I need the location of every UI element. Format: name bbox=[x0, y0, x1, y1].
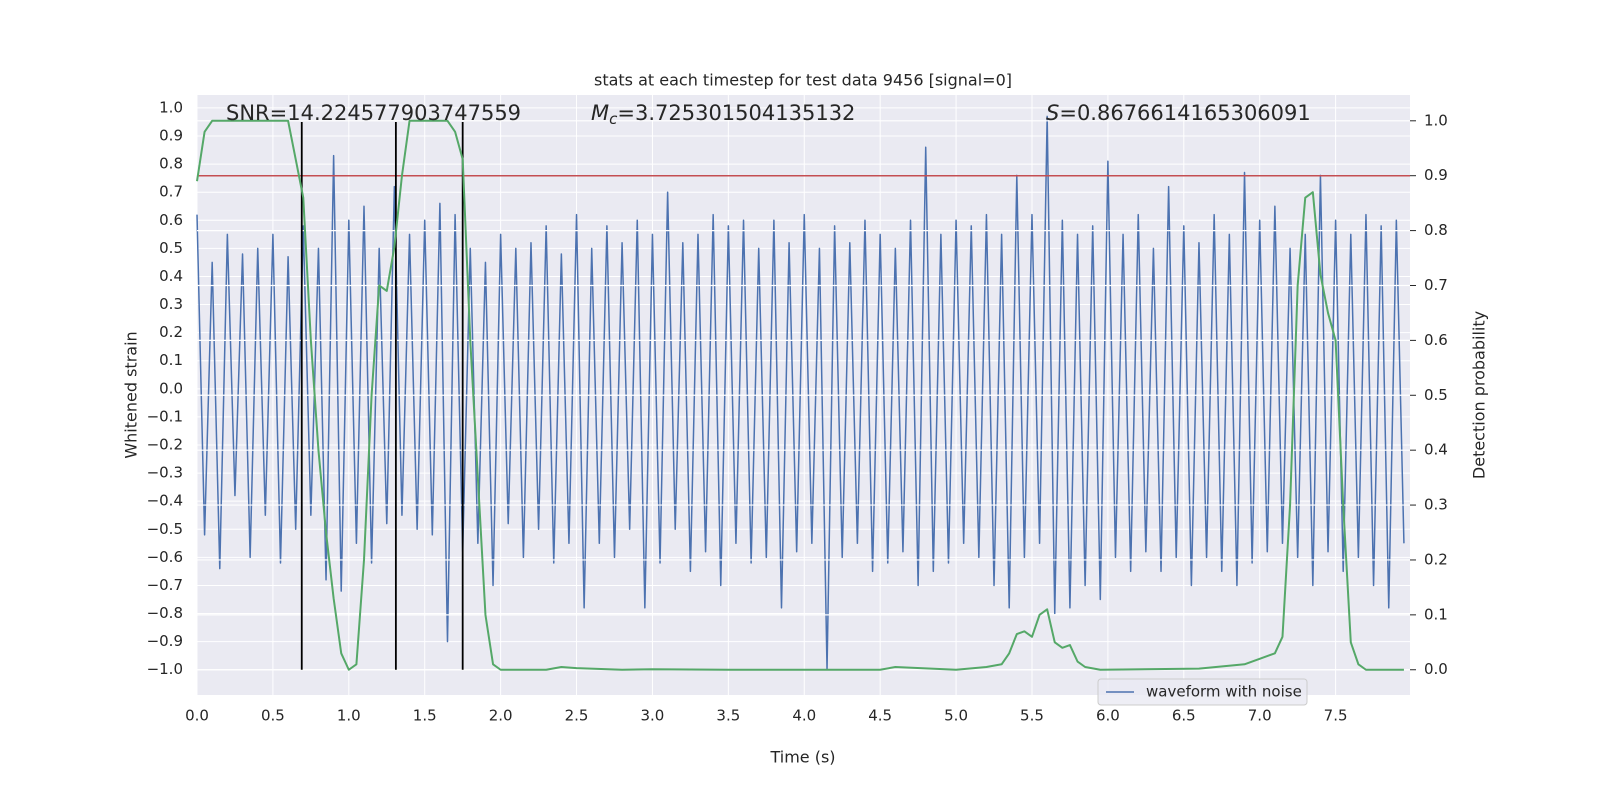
x-axis-label: Time (s) bbox=[769, 748, 835, 767]
y2-tick-label: 0.8 bbox=[1424, 221, 1448, 239]
x-tick-label: 1.5 bbox=[413, 707, 437, 725]
annotation: S=0.8676614165306091 bbox=[1046, 101, 1311, 125]
y-tick-label: −0.3 bbox=[147, 464, 183, 482]
x-tick-label: 3.0 bbox=[641, 707, 665, 725]
annotation: Mc=3.725301504135132 bbox=[591, 101, 855, 128]
annotation-text: =0.8676614165306091 bbox=[1059, 101, 1310, 125]
x-tick-label: 5.5 bbox=[1020, 707, 1044, 725]
annotation-text: =3.725301504135132 bbox=[617, 101, 855, 125]
y-tick-label: 1.0 bbox=[159, 98, 183, 116]
x-tick-label: 3.5 bbox=[716, 707, 740, 725]
y-tick-label: 0.5 bbox=[159, 239, 183, 257]
y-tick-label: −0.1 bbox=[147, 407, 183, 425]
y-tick-label: 0.7 bbox=[159, 183, 183, 201]
y-tick-label: 0.1 bbox=[159, 351, 183, 369]
series-line bbox=[196, 119, 1404, 671]
legend-box bbox=[1097, 678, 1308, 706]
y2-tick-label: 0.9 bbox=[1424, 166, 1448, 184]
y-tick-label: −1.0 bbox=[147, 660, 183, 678]
x-tick-label: 2.5 bbox=[565, 707, 589, 725]
x-tick-label: 5.0 bbox=[944, 707, 968, 725]
y-tick-label: −0.8 bbox=[147, 604, 183, 622]
y2-axis-label: Detection probability bbox=[1470, 311, 1489, 479]
x-tick-label: 0.0 bbox=[185, 707, 209, 725]
y-axis-label: Whitened strain bbox=[122, 331, 141, 458]
y-tick-label: −0.2 bbox=[147, 436, 183, 454]
x-tick-label: 7.5 bbox=[1324, 707, 1348, 725]
y-tick-label: 0.8 bbox=[159, 155, 183, 173]
y2-tick-label: 0.1 bbox=[1424, 605, 1448, 623]
y2-tick-label: 0.4 bbox=[1424, 441, 1448, 459]
legend-label: waveform with noise bbox=[1146, 683, 1302, 701]
y2-tick-label: 0.6 bbox=[1424, 331, 1448, 349]
y-tick-label: 0.3 bbox=[159, 295, 183, 313]
y-tick-label: 0.6 bbox=[159, 211, 183, 229]
series-line bbox=[196, 115, 1405, 671]
annotation: SNR=14.224577903747559 bbox=[226, 101, 521, 125]
chart-title: stats at each timestep for test data 945… bbox=[594, 71, 1012, 90]
x-tick-label: 2.0 bbox=[489, 707, 513, 725]
y2-tick-label: 0.5 bbox=[1424, 386, 1448, 404]
y-tick-label: 0.9 bbox=[159, 127, 183, 145]
y-tick-label: −0.9 bbox=[147, 632, 183, 650]
y-tick-label: −0.7 bbox=[147, 576, 183, 594]
y2-tick-label: 0.3 bbox=[1424, 496, 1448, 514]
y-tick-label: −0.5 bbox=[147, 520, 183, 538]
x-tick-label: 1.0 bbox=[337, 707, 361, 725]
x-tick-label: 4.5 bbox=[868, 707, 892, 725]
y-tick-label: −0.6 bbox=[147, 548, 183, 566]
x-tick-label: 0.5 bbox=[261, 707, 285, 725]
x-tick-label: 6.0 bbox=[1096, 707, 1120, 725]
y-tick-label: −0.4 bbox=[147, 492, 183, 510]
annotation-text: SNR=14.224577903747559 bbox=[226, 101, 521, 125]
y2-tick-label: 1.0 bbox=[1424, 111, 1448, 129]
annotation-symbol: S bbox=[1046, 101, 1059, 125]
y2-tick-label: 0.0 bbox=[1424, 660, 1448, 678]
y-tick-label: 0.2 bbox=[159, 323, 183, 341]
annotation-symbol: M bbox=[591, 101, 609, 125]
y2-tick-label: 0.7 bbox=[1424, 276, 1448, 294]
annotation-subscript: c bbox=[609, 110, 618, 128]
x-tick-label: 4.0 bbox=[792, 707, 816, 725]
x-tick-label: 7.0 bbox=[1248, 707, 1272, 725]
x-tick-label: 6.5 bbox=[1172, 707, 1196, 725]
y-tick-label: 0.0 bbox=[159, 379, 183, 397]
y-tick-label: 0.4 bbox=[159, 267, 183, 285]
y2-tick-label: 0.2 bbox=[1424, 550, 1448, 568]
